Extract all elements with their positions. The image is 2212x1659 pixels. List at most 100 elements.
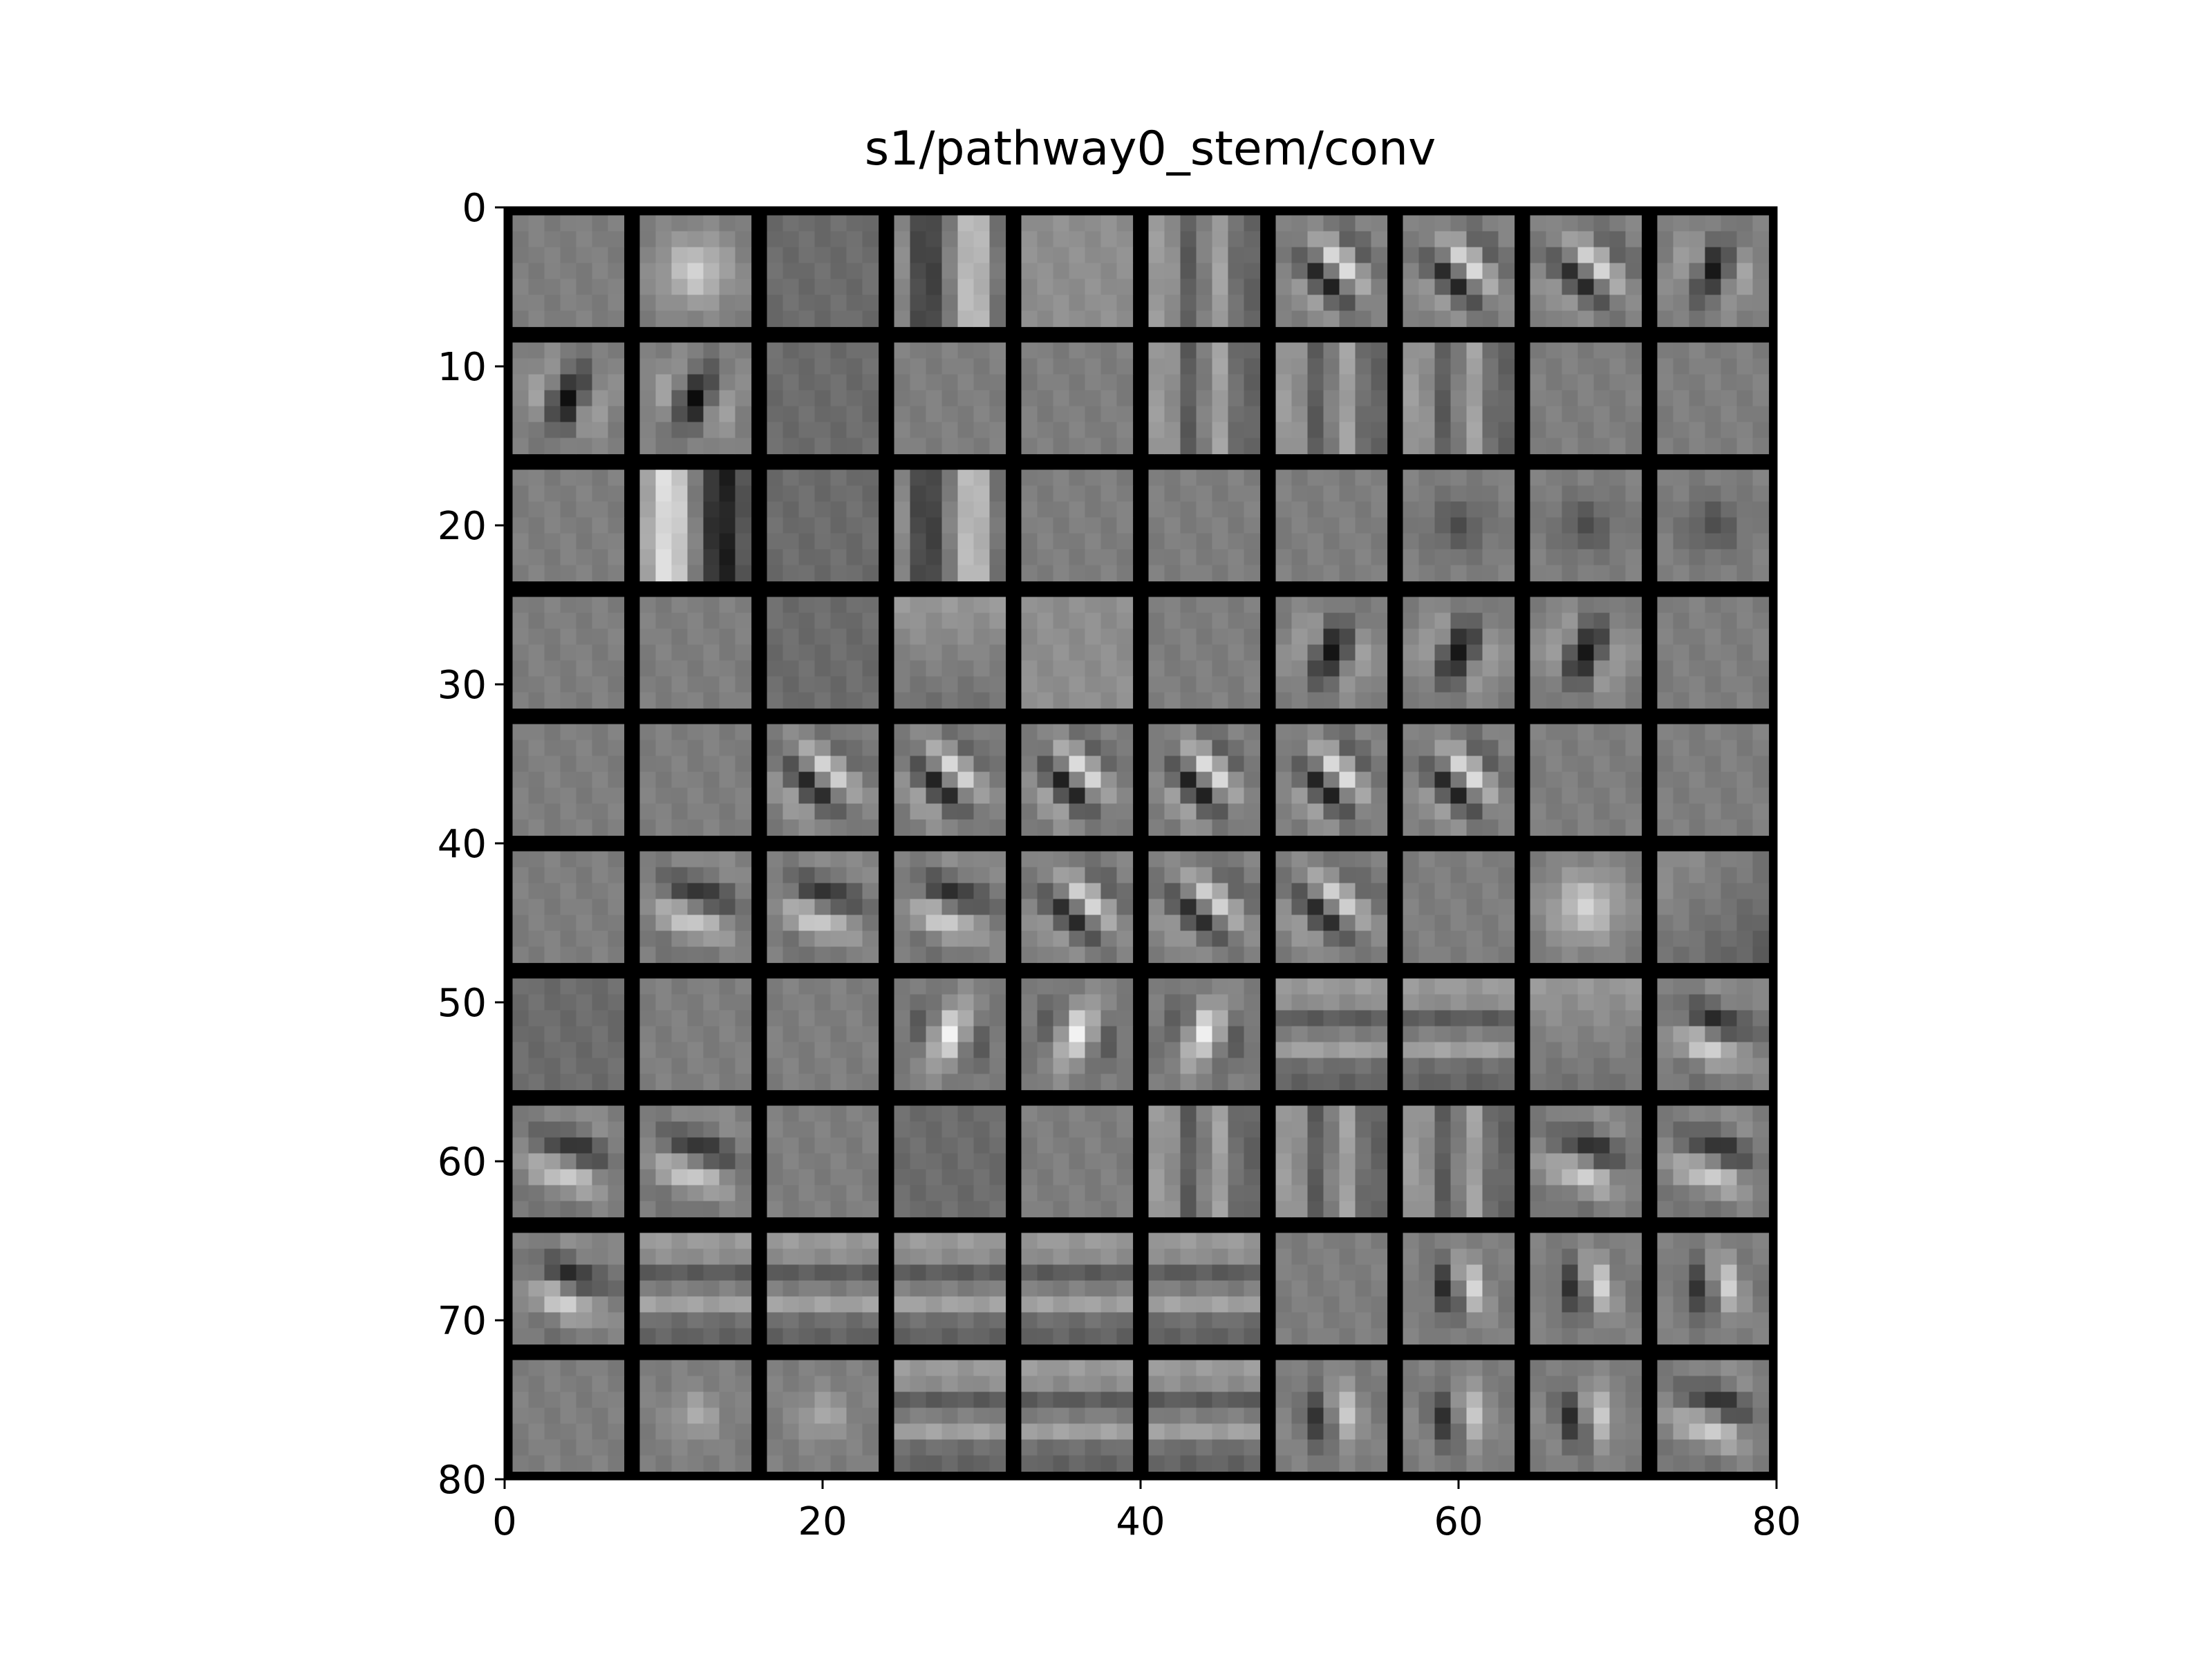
filter-tile-r1-c3: [894, 342, 1006, 455]
filter-tile-r3-c5: [1148, 597, 1261, 709]
filter-tile-r8-c7: [1403, 1232, 1515, 1345]
y-tick-label: 10: [438, 345, 487, 390]
filter-tile-r3-c9: [1657, 597, 1770, 709]
filter-tile-r2-c7: [1403, 469, 1515, 582]
filter-tile-r7-c2: [767, 1105, 879, 1218]
filter-tile-r4-c1: [639, 724, 752, 836]
filter-tile-r2-c8: [1530, 469, 1642, 582]
filter-tile-r5-c4: [1021, 851, 1134, 964]
filter-tile-r9-c4: [1021, 1360, 1134, 1472]
x-tick-label: 80: [1752, 1499, 1801, 1544]
filter-tile-r8-c5: [1148, 1232, 1261, 1345]
filter-tile-r8-c8: [1530, 1232, 1642, 1345]
filter-tile-r5-c1: [639, 851, 752, 964]
filter-tile-r6-c3: [894, 978, 1006, 1091]
filter-tile-r7-c0: [512, 1105, 625, 1218]
x-tick-label: 20: [798, 1499, 847, 1544]
filter-tile-r4-c2: [767, 724, 879, 836]
filter-tile-r2-c1: [639, 469, 752, 582]
filter-tile-r8-c4: [1021, 1232, 1134, 1345]
filter-tile-r5-c5: [1148, 851, 1261, 964]
filter-tile-r1-c4: [1021, 342, 1134, 455]
filter-tile-r4-c4: [1021, 724, 1134, 836]
filter-tile-r3-c1: [639, 597, 752, 709]
filter-tile-r0-c7: [1403, 215, 1515, 328]
filter-tile-r4-c8: [1530, 724, 1642, 836]
filter-tile-r2-c6: [1275, 469, 1388, 582]
filter-tile-r0-c1: [639, 215, 752, 328]
filter-tile-r6-c0: [512, 978, 625, 1091]
filter-tile-r3-c2: [767, 597, 879, 709]
filter-tile-r9-c3: [894, 1360, 1006, 1472]
filter-tile-r0-c9: [1657, 215, 1770, 328]
filter-tile-r8-c6: [1275, 1232, 1388, 1345]
filter-tile-r8-c0: [512, 1232, 625, 1345]
filter-tile-r2-c9: [1657, 469, 1770, 582]
filter-tile-r6-c9: [1657, 978, 1770, 1091]
filter-tile-r3-c8: [1530, 597, 1642, 709]
y-tick-label: 80: [438, 1458, 487, 1503]
filter-tile-r2-c0: [512, 469, 625, 582]
filter-tile-r9-c1: [639, 1360, 752, 1472]
y-axis: 0 10 20 30 40 50 60 70 80: [438, 186, 505, 1503]
filter-tile-r7-c4: [1021, 1105, 1134, 1218]
x-axis: 0 20 40 60 80: [492, 1479, 1801, 1544]
filter-tile-r0-c5: [1148, 215, 1261, 328]
y-tick-label: 20: [438, 504, 487, 549]
filter-tile-r1-c9: [1657, 342, 1770, 455]
filter-tile-r6-c1: [639, 978, 752, 1091]
filter-tile-r9-c6: [1275, 1360, 1388, 1472]
plot-area: [503, 206, 1778, 1481]
filter-tile-r3-c0: [512, 597, 625, 709]
filter-tile-r9-c9: [1657, 1360, 1770, 1472]
y-tick-label: 30: [438, 663, 487, 708]
x-tick-label: 60: [1434, 1499, 1483, 1544]
filter-tile-r6-c4: [1021, 978, 1134, 1091]
filter-tile-r5-c6: [1275, 851, 1388, 964]
filter-tile-r9-c2: [767, 1360, 879, 1472]
filter-tile-r5-c3: [894, 851, 1006, 964]
filter-tile-r4-c6: [1275, 724, 1388, 836]
filter-tile-r4-c7: [1403, 724, 1515, 836]
filter-tile-r1-c7: [1403, 342, 1515, 455]
filter-tile-r0-c4: [1021, 215, 1134, 328]
filter-tile-r1-c1: [639, 342, 752, 455]
filter-tile-r8-c2: [767, 1232, 879, 1345]
filter-tile-r1-c0: [512, 342, 625, 455]
filter-tile-r6-c7: [1403, 978, 1515, 1091]
y-tick-label: 60: [438, 1140, 487, 1185]
filter-tile-r9-c7: [1403, 1360, 1515, 1472]
filter-tile-r7-c8: [1530, 1105, 1642, 1218]
y-tick-label: 40: [438, 822, 487, 867]
x-tick-label: 0: [492, 1499, 517, 1544]
filter-tile-r2-c3: [894, 469, 1006, 582]
filter-tile-r1-c8: [1530, 342, 1642, 455]
filter-tile-r3-c6: [1275, 597, 1388, 709]
filter-tile-r5-c2: [767, 851, 879, 964]
filter-tile-r0-c3: [894, 215, 1006, 328]
filter-tile-r7-c7: [1403, 1105, 1515, 1218]
filter-tile-r4-c0: [512, 724, 625, 836]
filter-tile-r4-c5: [1148, 724, 1261, 836]
filter-tile-r2-c5: [1148, 469, 1261, 582]
filter-tile-r0-c8: [1530, 215, 1642, 328]
filter-tile-r0-c0: [512, 215, 625, 328]
filter-tile-r1-c5: [1148, 342, 1261, 455]
y-tick-label: 70: [438, 1299, 487, 1344]
filter-tile-r0-c2: [767, 215, 879, 328]
filter-tile-r9-c8: [1530, 1360, 1642, 1472]
x-tick-label: 40: [1116, 1499, 1165, 1544]
y-tick-label: 50: [438, 981, 487, 1026]
filter-tile-r6-c8: [1530, 978, 1642, 1091]
filter-tile-r9-c0: [512, 1360, 625, 1472]
filter-tile-r1-c6: [1275, 342, 1388, 455]
y-tick-label: 0: [462, 186, 487, 231]
filter-tile-r7-c3: [894, 1105, 1006, 1218]
filter-tile-r3-c7: [1403, 597, 1515, 709]
filter-tile-r2-c2: [767, 469, 879, 582]
filter-tile-r5-c7: [1403, 851, 1515, 964]
filter-tile-r7-c5: [1148, 1105, 1261, 1218]
filter-tile-r5-c0: [512, 851, 625, 964]
filter-tile-r4-c9: [1657, 724, 1770, 836]
